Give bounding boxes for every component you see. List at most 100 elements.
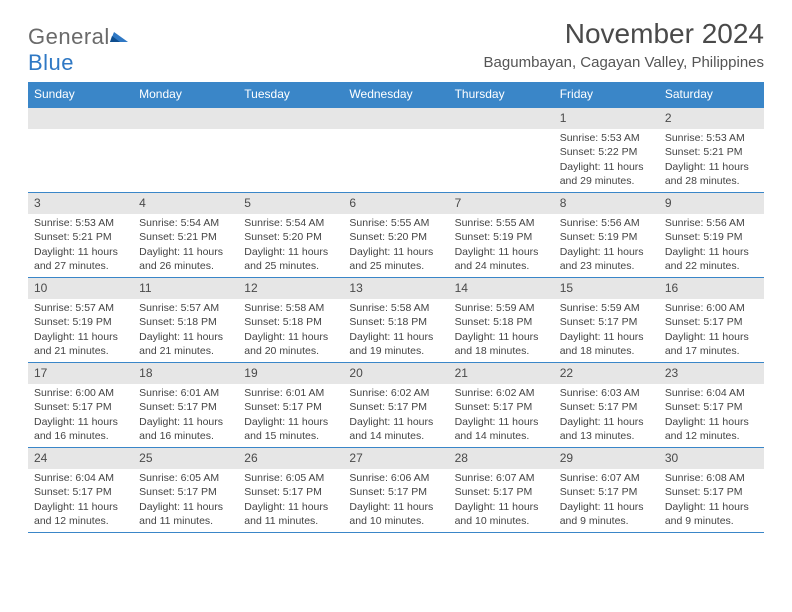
day-cell: 25Sunrise: 6:05 AMSunset: 5:17 PMDayligh… [133, 448, 238, 532]
day-number: 18 [133, 363, 238, 384]
dow-cell: Wednesday [343, 82, 448, 107]
day-body: Sunrise: 6:03 AMSunset: 5:17 PMDaylight:… [554, 384, 659, 447]
daylight-text: Daylight: 11 hours and 9 minutes. [560, 500, 653, 528]
day-body: Sunrise: 6:02 AMSunset: 5:17 PMDaylight:… [343, 384, 448, 447]
sunrise-text: Sunrise: 6:05 AM [244, 471, 337, 485]
daylight-text: Daylight: 11 hours and 26 minutes. [139, 245, 232, 273]
daylight-text: Daylight: 11 hours and 15 minutes. [244, 415, 337, 443]
day-cell: 12Sunrise: 5:58 AMSunset: 5:18 PMDayligh… [238, 278, 343, 362]
day-body: Sunrise: 6:00 AMSunset: 5:17 PMDaylight:… [28, 384, 133, 447]
sunset-text: Sunset: 5:17 PM [244, 485, 337, 499]
day-body [133, 129, 238, 135]
sunrise-text: Sunrise: 6:05 AM [139, 471, 232, 485]
day-body: Sunrise: 6:07 AMSunset: 5:17 PMDaylight:… [554, 469, 659, 532]
daylight-text: Daylight: 11 hours and 16 minutes. [34, 415, 127, 443]
sunrise-text: Sunrise: 5:55 AM [455, 216, 548, 230]
day-number: 4 [133, 193, 238, 214]
sunset-text: Sunset: 5:20 PM [349, 230, 442, 244]
dow-cell: Tuesday [238, 82, 343, 107]
daylight-text: Daylight: 11 hours and 14 minutes. [455, 415, 548, 443]
day-body: Sunrise: 5:56 AMSunset: 5:19 PMDaylight:… [659, 214, 764, 277]
day-cell: 20Sunrise: 6:02 AMSunset: 5:17 PMDayligh… [343, 363, 448, 447]
day-number: 1 [554, 108, 659, 129]
sunrise-text: Sunrise: 5:55 AM [349, 216, 442, 230]
sunrise-text: Sunrise: 6:06 AM [349, 471, 442, 485]
calendar: Sunday Monday Tuesday Wednesday Thursday… [28, 82, 764, 533]
sunset-text: Sunset: 5:17 PM [139, 400, 232, 414]
sunset-text: Sunset: 5:17 PM [665, 315, 758, 329]
day-cell: 28Sunrise: 6:07 AMSunset: 5:17 PMDayligh… [449, 448, 554, 532]
sunset-text: Sunset: 5:17 PM [244, 400, 337, 414]
daylight-text: Daylight: 11 hours and 18 minutes. [560, 330, 653, 358]
day-cell [238, 108, 343, 192]
sunrise-text: Sunrise: 6:02 AM [455, 386, 548, 400]
daylight-text: Daylight: 11 hours and 19 minutes. [349, 330, 442, 358]
day-cell [449, 108, 554, 192]
daylight-text: Daylight: 11 hours and 21 minutes. [139, 330, 232, 358]
daylight-text: Daylight: 11 hours and 22 minutes. [665, 245, 758, 273]
day-number: 10 [28, 278, 133, 299]
daylight-text: Daylight: 11 hours and 20 minutes. [244, 330, 337, 358]
week-row: 3Sunrise: 5:53 AMSunset: 5:21 PMDaylight… [28, 192, 764, 277]
sunset-text: Sunset: 5:17 PM [139, 485, 232, 499]
day-number [343, 108, 448, 129]
logo: General Blue [28, 18, 130, 76]
day-cell: 29Sunrise: 6:07 AMSunset: 5:17 PMDayligh… [554, 448, 659, 532]
day-body: Sunrise: 5:59 AMSunset: 5:18 PMDaylight:… [449, 299, 554, 362]
sunrise-text: Sunrise: 5:53 AM [560, 131, 653, 145]
sunset-text: Sunset: 5:19 PM [34, 315, 127, 329]
day-number: 19 [238, 363, 343, 384]
daylight-text: Daylight: 11 hours and 12 minutes. [665, 415, 758, 443]
sunrise-text: Sunrise: 6:00 AM [665, 301, 758, 315]
day-number: 23 [659, 363, 764, 384]
sunrise-text: Sunrise: 6:02 AM [349, 386, 442, 400]
sunset-text: Sunset: 5:17 PM [349, 400, 442, 414]
day-body: Sunrise: 5:58 AMSunset: 5:18 PMDaylight:… [238, 299, 343, 362]
daylight-text: Daylight: 11 hours and 27 minutes. [34, 245, 127, 273]
dow-cell: Sunday [28, 82, 133, 107]
day-number: 28 [449, 448, 554, 469]
sunset-text: Sunset: 5:19 PM [665, 230, 758, 244]
sunrise-text: Sunrise: 5:58 AM [244, 301, 337, 315]
day-cell: 8Sunrise: 5:56 AMSunset: 5:19 PMDaylight… [554, 193, 659, 277]
day-number [133, 108, 238, 129]
daylight-text: Daylight: 11 hours and 13 minutes. [560, 415, 653, 443]
day-cell: 22Sunrise: 6:03 AMSunset: 5:17 PMDayligh… [554, 363, 659, 447]
day-body: Sunrise: 5:54 AMSunset: 5:21 PMDaylight:… [133, 214, 238, 277]
sunrise-text: Sunrise: 6:04 AM [665, 386, 758, 400]
sunset-text: Sunset: 5:21 PM [139, 230, 232, 244]
day-number: 3 [28, 193, 133, 214]
title-block: November 2024 Bagumbayan, Cagayan Valley… [484, 18, 764, 71]
day-number: 16 [659, 278, 764, 299]
page-subtitle: Bagumbayan, Cagayan Valley, Philippines [484, 54, 764, 71]
sunset-text: Sunset: 5:17 PM [349, 485, 442, 499]
day-cell: 7Sunrise: 5:55 AMSunset: 5:19 PMDaylight… [449, 193, 554, 277]
daylight-text: Daylight: 11 hours and 16 minutes. [139, 415, 232, 443]
day-body: Sunrise: 6:04 AMSunset: 5:17 PMDaylight:… [28, 469, 133, 532]
logo-text-1: General [28, 24, 110, 49]
day-number: 5 [238, 193, 343, 214]
day-body: Sunrise: 5:59 AMSunset: 5:17 PMDaylight:… [554, 299, 659, 362]
dow-cell: Thursday [449, 82, 554, 107]
sunset-text: Sunset: 5:20 PM [244, 230, 337, 244]
day-number: 2 [659, 108, 764, 129]
sunrise-text: Sunrise: 5:59 AM [560, 301, 653, 315]
day-cell: 27Sunrise: 6:06 AMSunset: 5:17 PMDayligh… [343, 448, 448, 532]
sunset-text: Sunset: 5:17 PM [560, 485, 653, 499]
sunrise-text: Sunrise: 6:03 AM [560, 386, 653, 400]
day-body: Sunrise: 6:02 AMSunset: 5:17 PMDaylight:… [449, 384, 554, 447]
sunrise-text: Sunrise: 5:57 AM [139, 301, 232, 315]
sunset-text: Sunset: 5:18 PM [244, 315, 337, 329]
sunrise-text: Sunrise: 6:01 AM [244, 386, 337, 400]
day-cell: 17Sunrise: 6:00 AMSunset: 5:17 PMDayligh… [28, 363, 133, 447]
sunrise-text: Sunrise: 6:01 AM [139, 386, 232, 400]
day-body: Sunrise: 5:53 AMSunset: 5:21 PMDaylight:… [659, 129, 764, 192]
sunrise-text: Sunrise: 6:08 AM [665, 471, 758, 485]
day-number: 30 [659, 448, 764, 469]
sunrise-text: Sunrise: 5:53 AM [665, 131, 758, 145]
day-number: 8 [554, 193, 659, 214]
day-cell: 6Sunrise: 5:55 AMSunset: 5:20 PMDaylight… [343, 193, 448, 277]
sunset-text: Sunset: 5:17 PM [34, 400, 127, 414]
day-body: Sunrise: 6:06 AMSunset: 5:17 PMDaylight:… [343, 469, 448, 532]
day-number: 24 [28, 448, 133, 469]
